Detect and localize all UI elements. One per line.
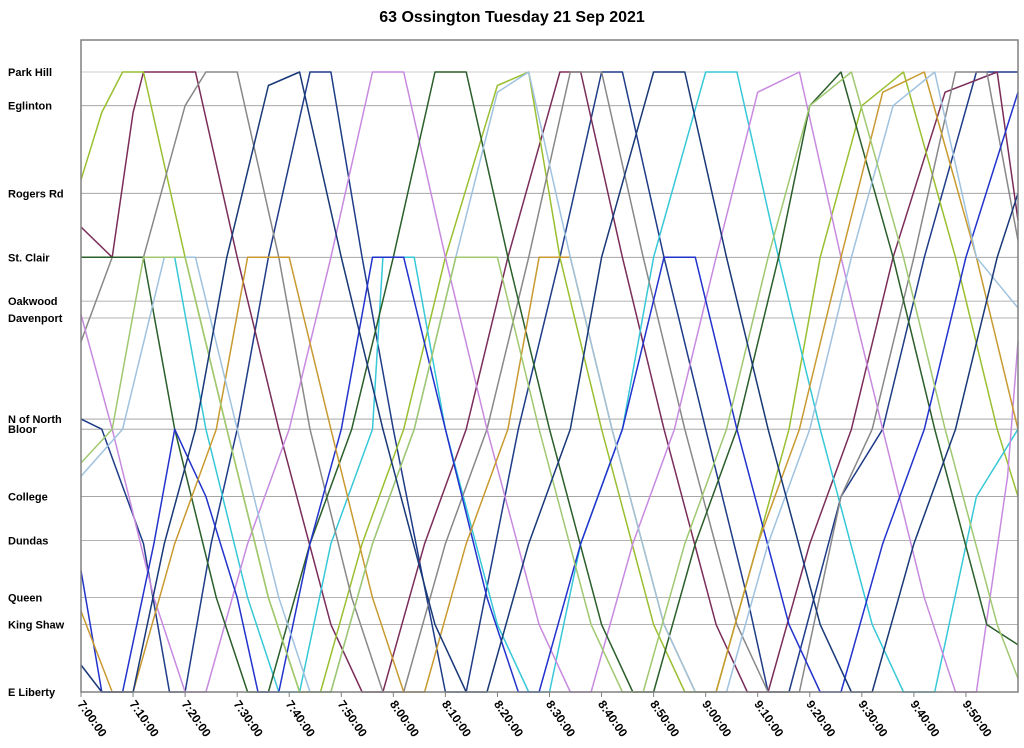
series-line-1 xyxy=(80,71,1018,693)
stop-label-park-hill: Park Hill xyxy=(8,67,52,79)
x-tick-label-2: 7:10:00 xyxy=(127,698,162,740)
x-tick-label-9: 8:20:00 xyxy=(491,698,526,740)
series-line-8 xyxy=(80,91,1019,693)
series-line-10 xyxy=(80,71,1019,693)
x-tick-label-4: 7:30:00 xyxy=(231,698,266,740)
x-tick-label-15: 9:20:00 xyxy=(803,698,838,740)
x-tick-label-6: 7:50:00 xyxy=(335,698,370,740)
series-line-5 xyxy=(80,71,1019,693)
x-tick-label-13: 9:00:00 xyxy=(699,698,734,740)
stop-label-e-liberty: E Liberty xyxy=(8,687,56,699)
x-tick-label-1: 7:00:00 xyxy=(75,698,110,740)
stop-label-st-clair: St. Clair xyxy=(8,252,50,264)
x-tick-label-17: 9:40:00 xyxy=(907,698,942,740)
x-tick-label-7: 8:00:00 xyxy=(387,698,422,740)
x-tick-label-5: 7:40:00 xyxy=(283,698,318,740)
x-tick-label-14: 9:10:00 xyxy=(751,698,786,740)
stop-label-dundas: Dundas xyxy=(8,535,48,547)
x-tick-label-12: 8:50:00 xyxy=(647,698,682,740)
x-axis-ticks: 7:00:00 7:10:00 7:20:00 7:30:00 7:40:00 7:50:… xyxy=(75,692,995,740)
x-tick-label-3: 7:20:00 xyxy=(179,698,214,740)
x-tick-label-16: 9:30:00 xyxy=(855,698,890,740)
x-tick-label-10: 8:30:00 xyxy=(543,698,578,740)
stop-label-n-of-north: N of North xyxy=(8,414,62,426)
series-line-2 xyxy=(80,71,1019,693)
stop-label-oakwood: Oakwood xyxy=(8,296,58,308)
x-tick-label-11: 8:40:00 xyxy=(595,698,630,740)
x-tick-label-18: 9:50:00 xyxy=(959,698,994,740)
series-line-7 xyxy=(81,71,1019,693)
series-line-11 xyxy=(80,71,1019,693)
x-tick-label-8: 8:10:00 xyxy=(439,698,474,740)
stop-label-rogers-rd: Rogers Rd xyxy=(8,188,64,200)
stop-label-king-shaw: King Shaw xyxy=(8,620,65,632)
stop-labels: Park Hill Eglinton Rogers Rd St. Clair Oakwo… xyxy=(8,67,65,699)
stop-label-davenport: Davenport xyxy=(8,313,63,325)
vehicle-traces xyxy=(80,71,1019,693)
series-line-9 xyxy=(80,71,1019,693)
chart-title: 63 Ossington Tuesday 21 Sep 2021 xyxy=(379,9,645,26)
stop-label-queen: Queen xyxy=(8,593,43,605)
stop-label-bloor: Bloor xyxy=(8,424,37,436)
stop-label-eglinton: Eglinton xyxy=(8,101,52,113)
stop-label-college: College xyxy=(8,492,48,504)
